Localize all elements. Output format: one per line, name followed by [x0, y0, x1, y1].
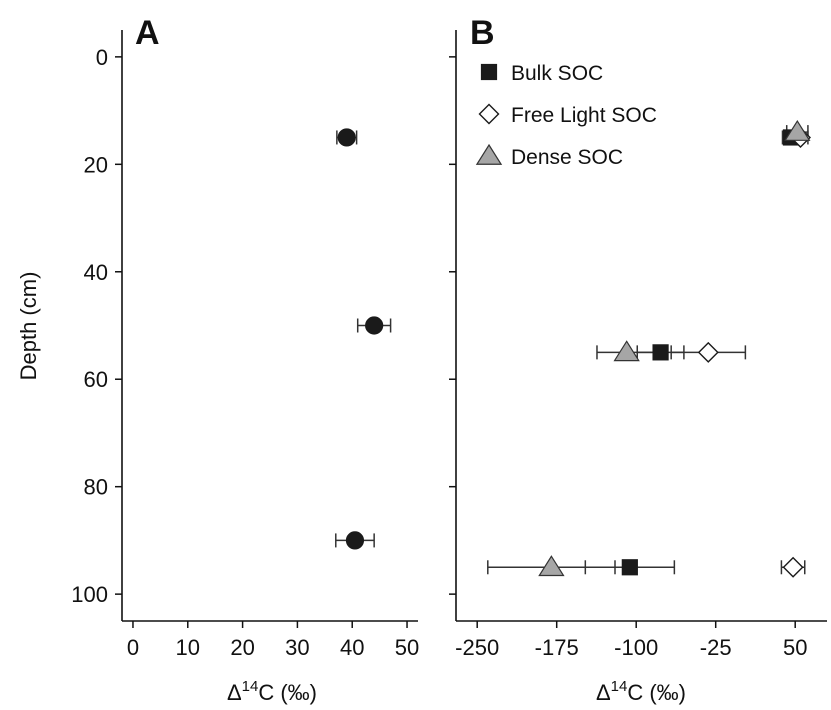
data-point-triangle	[784, 119, 811, 141]
panel-a-marks	[335, 128, 392, 550]
x-tick-label: -25	[700, 635, 732, 660]
x-tick-label: 20	[230, 635, 254, 660]
y-tick-label: 80	[84, 475, 108, 500]
data-point-square	[621, 559, 638, 576]
x-tick-label: 0	[127, 635, 139, 660]
y-tick-label: 40	[84, 260, 108, 285]
x-tick-label: 40	[340, 635, 364, 660]
legend-label: Dense SOC	[511, 146, 623, 169]
data-point-circle	[337, 128, 356, 147]
data-point-diamond	[782, 556, 804, 578]
panel-a-x-axis-title: Δ14C (‰)	[227, 678, 317, 705]
legend-marker-triangle	[475, 143, 503, 165]
panel-a: A 0 20 40 60 80 100 0 10 20 30 40 50 Depth (cm) Δ14…	[16, 14, 419, 705]
x-tick-label: -100	[614, 635, 658, 660]
data-point-triangle	[538, 555, 565, 577]
x-tick-label: 50	[783, 635, 807, 660]
data-point-circle	[345, 531, 365, 550]
panel-b-legend: Bulk SOC Free Light SOC Dense SOC	[475, 62, 657, 169]
y-tick-label: 20	[84, 152, 108, 177]
data-point-diamond	[697, 341, 719, 363]
panel-b-label: B	[470, 14, 495, 52]
legend-marker-diamond	[478, 103, 500, 125]
x-tick-label: 30	[285, 635, 309, 660]
panel-b-x-axis-title: Δ14C (‰)	[596, 678, 686, 705]
legend-label: Free Light SOC	[511, 104, 657, 127]
y-axis-title: Depth (cm)	[16, 272, 41, 381]
legend-label: Bulk SOC	[511, 62, 603, 85]
y-tick-label: 0	[96, 45, 108, 70]
legend-marker-square	[480, 63, 498, 81]
data-point-circle	[365, 316, 384, 335]
panel-a-label: A	[135, 14, 160, 52]
panel-b-marks	[487, 119, 811, 578]
x-tick-label: -175	[535, 635, 579, 660]
x-tick-label: 10	[176, 635, 200, 660]
data-point-triangle	[613, 340, 640, 362]
x-tick-label: 50	[395, 635, 419, 660]
data-point-square	[652, 344, 669, 361]
x-tick-label: -250	[455, 635, 499, 660]
panel-b: B -250 -175 -100 -25 50 Bulk SOC Free Light S…	[449, 14, 827, 705]
panel-a-axes: 0 20 40 60 80 100 0 10 20 30 40 50	[71, 30, 419, 660]
panel-b-axes: -250 -175 -100 -25 50	[449, 30, 827, 660]
y-tick-label: 100	[71, 582, 108, 607]
y-tick-label: 60	[84, 367, 108, 392]
